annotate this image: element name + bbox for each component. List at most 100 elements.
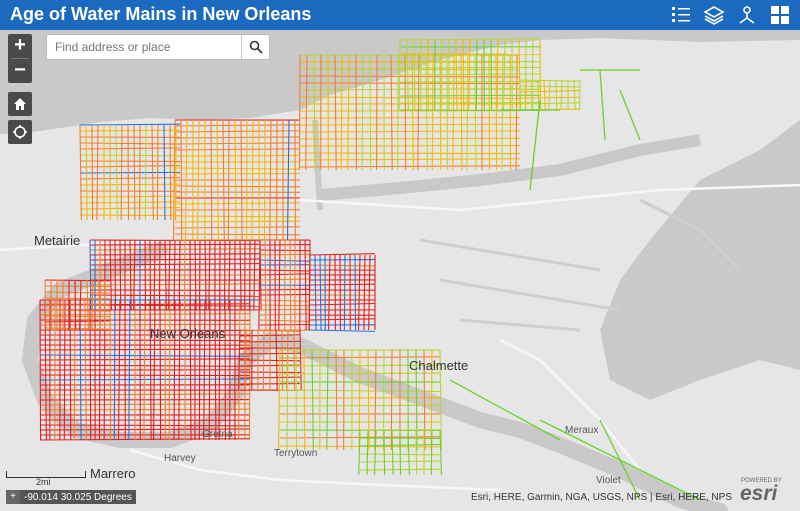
water-main-segment	[289, 239, 292, 331]
water-main-segment	[164, 239, 167, 311]
water-main-segment	[373, 429, 377, 476]
water-main-segment	[120, 124, 123, 221]
water-main-segment	[468, 39, 471, 111]
water-main-segment	[86, 279, 89, 331]
water-main-segment	[439, 429, 443, 476]
water-main-segment	[299, 329, 302, 391]
water-main-segment	[238, 329, 241, 391]
water-main-segment	[462, 39, 465, 111]
water-main-segment	[173, 239, 176, 311]
water-main-segment	[156, 124, 159, 221]
water-main-segment	[85, 124, 88, 221]
water-main-segment	[293, 329, 296, 391]
water-main-segment	[218, 299, 221, 441]
water-main-segment	[509, 54, 512, 171]
water-main-segment	[415, 349, 418, 451]
water-main-segment	[79, 129, 181, 132]
water-main-segment	[308, 254, 311, 331]
water-main-segment	[79, 124, 82, 221]
map-canvas[interactable]	[0, 30, 800, 511]
esri-logo[interactable]: POWERED BY esri	[738, 478, 792, 506]
water-main-segment	[309, 253, 376, 256]
water-main-segment	[430, 429, 433, 476]
water-main-segment	[425, 54, 428, 171]
search-icon	[249, 40, 263, 54]
water-main-segment	[537, 79, 540, 111]
water-main-segment	[286, 349, 289, 451]
app-header: Age of Water Mains in New Orleans	[0, 0, 800, 30]
water-main-segment	[174, 167, 301, 170]
water-main-segment	[449, 379, 561, 441]
water-main-segment	[281, 329, 284, 391]
water-main-segment	[343, 254, 346, 331]
water-main-segment	[262, 329, 265, 391]
water-main-segment	[239, 239, 242, 311]
water-main-segment	[153, 239, 156, 311]
water-main-segment	[39, 428, 251, 431]
water-main-segment	[174, 215, 301, 218]
water-main-segment	[361, 54, 364, 171]
water-main-segment	[354, 254, 357, 331]
water-main-segment	[115, 124, 118, 221]
home-button[interactable]	[8, 92, 32, 116]
apps-menu-button[interactable]	[765, 1, 795, 29]
water-main-segment	[299, 68, 521, 71]
industrial-canal	[312, 119, 323, 211]
water-main-segment	[411, 54, 414, 171]
home-icon	[14, 98, 26, 110]
water-main-segment	[39, 408, 251, 411]
water-main-segment	[278, 349, 281, 451]
water-main-segment	[117, 299, 121, 441]
water-main-segment	[430, 349, 433, 451]
water-main-segment	[319, 254, 322, 331]
map-view[interactable]: Metairie New Orleans Chalmette Gretna Te…	[0, 30, 800, 511]
layers-icon	[703, 6, 725, 25]
water-main-segment	[490, 39, 493, 111]
basemap-button[interactable]	[732, 1, 762, 29]
water-main-segment	[174, 185, 301, 188]
water-main-segment	[174, 148, 301, 151]
water-main-segment	[363, 254, 366, 331]
legend-list-icon	[672, 7, 690, 22]
water-main-segment	[326, 349, 329, 451]
water-main-segment	[440, 39, 443, 111]
water-main-segment	[303, 349, 306, 451]
search-input[interactable]	[47, 35, 243, 59]
water-main-segment	[174, 154, 301, 157]
legend-button[interactable]	[666, 1, 696, 29]
label-new-orleans: New Orleans	[150, 326, 226, 341]
grid-menu-icon	[771, 6, 789, 24]
water-main-segment	[251, 119, 254, 241]
water-main-segment	[548, 79, 551, 111]
zoom-in-button[interactable]: +	[14, 34, 26, 56]
water-main-segment	[398, 39, 401, 111]
water-main-segment	[79, 176, 181, 180]
layers-button[interactable]	[699, 1, 729, 29]
label-marrero: Marrero	[90, 466, 136, 481]
coordinate-toggle-button[interactable]: +	[6, 490, 20, 504]
water-main-segment	[180, 119, 183, 241]
water-main-segment	[174, 142, 301, 145]
water-main-segment	[79, 154, 181, 157]
water-main-segment	[69, 299, 72, 441]
water-main-segment	[109, 299, 112, 441]
search-button[interactable]	[241, 35, 269, 59]
water-main-segment	[133, 124, 136, 221]
water-main-segment	[39, 424, 251, 427]
water-main-segment	[91, 124, 94, 221]
water-main-segment	[172, 119, 176, 241]
water-main-segment	[39, 438, 251, 441]
zoom-out-button[interactable]: −	[14, 59, 26, 81]
water-main-segment	[313, 54, 316, 171]
water-main-segment	[189, 299, 192, 441]
coordinate-readout: + -90.014 30.025 Degrees	[6, 490, 136, 504]
locate-button[interactable]	[8, 120, 32, 144]
water-main-segment	[44, 279, 47, 331]
water-main-segment	[404, 54, 407, 171]
water-main-segment	[299, 130, 521, 133]
label-terrytown: Terrytown	[274, 448, 318, 459]
lake-borgne	[600, 120, 800, 400]
water-main-segment	[503, 39, 506, 111]
water-main-segment	[174, 202, 301, 205]
water-main-segment	[518, 39, 521, 111]
